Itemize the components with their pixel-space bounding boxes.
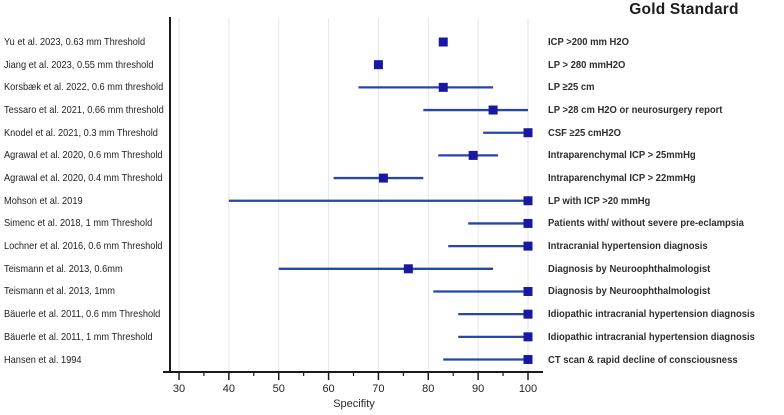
specificity-marker bbox=[468, 150, 478, 160]
study-label: Yu et al. 2023, 0.63 mm Threshold bbox=[4, 36, 146, 48]
tick-label: 70 bbox=[372, 383, 384, 395]
gold-standard-label: ICP >200 mm H2O bbox=[548, 36, 629, 48]
gold-standard-label: LP ≥25 cm bbox=[548, 81, 595, 94]
specificity-marker bbox=[523, 241, 533, 251]
gold-standard-label: Intraparenchymal ICP > 25mmHg bbox=[548, 149, 696, 162]
study-label: Korsbæk et al. 2022, 0.6 mm threshold bbox=[4, 81, 164, 94]
specificity-marker bbox=[523, 355, 533, 365]
study-label: Agrawal et al. 2020, 0.4 mm Threshold bbox=[4, 172, 163, 185]
gold-standard-label: CT scan & rapid decline of consciousness bbox=[548, 353, 738, 366]
gold-standard-label: LP >28 cm H2O or neurosurgery report bbox=[548, 104, 723, 117]
specificity-marker bbox=[523, 286, 533, 296]
study-label: Bäuerle et al. 2011, 1 mm Threshold bbox=[4, 330, 153, 343]
gold-standard-label: Intraparenchymal ICP > 22mmHg bbox=[548, 172, 696, 185]
study-label: Jiang et al. 2023, 0.55 mm threshold bbox=[4, 58, 154, 71]
specificity-marker bbox=[523, 309, 533, 319]
specificity-marker bbox=[438, 82, 448, 92]
specificity-marker bbox=[403, 264, 413, 274]
specificity-marker bbox=[523, 218, 533, 228]
gold-standard-column-header: Gold Standard bbox=[629, 1, 739, 18]
tick-label: 30 bbox=[173, 383, 185, 395]
study-label: Bäuerle et al. 2011, 0.6 mm Threshold bbox=[4, 308, 161, 321]
specificity-marker bbox=[438, 37, 448, 47]
study-label: Simenc et al. 2018, 1 mm Threshold bbox=[4, 217, 153, 230]
tick-label: 40 bbox=[223, 383, 235, 395]
study-label: Mohson et al. 2019 bbox=[4, 194, 83, 207]
study-label: Teismann et al. 2013, 0.6mm bbox=[4, 262, 123, 275]
specificity-marker bbox=[523, 128, 533, 138]
gold-standard-label: Idiopathic intracranial hypertension dia… bbox=[548, 308, 755, 321]
gold-standard-label: LP with ICP >20 mmHg bbox=[548, 194, 651, 207]
study-label: Hansen et al. 1994 bbox=[4, 353, 82, 366]
study-label: Tessaro et al. 2021, 0.66 mm threshold bbox=[4, 104, 164, 117]
specificity-marker bbox=[378, 173, 388, 183]
specificity-marker bbox=[523, 332, 533, 342]
tick-label: 80 bbox=[422, 383, 434, 395]
study-label: Knodel et al. 2021, 0.3 mm Threshold bbox=[4, 126, 158, 139]
gold-standard-label: Intracranial hypertension diagnosis bbox=[548, 240, 708, 253]
study-label: Teismann et al. 2013, 1mm bbox=[4, 285, 115, 298]
gold-standard-label: CSF ≥25 cmH2O bbox=[548, 126, 621, 139]
tick-label: 100 bbox=[519, 383, 537, 395]
gold-standard-label: Patients with/ without severe pre-eclamp… bbox=[548, 217, 744, 230]
x-axis-label: Specifity bbox=[333, 398, 375, 410]
specificity-marker bbox=[373, 60, 383, 70]
gold-standard-label: Diagnosis by Neuroophthalmologist bbox=[548, 285, 711, 298]
tick-label: 50 bbox=[273, 383, 285, 395]
specificity-marker bbox=[523, 196, 533, 206]
gold-standard-label: Diagnosis by Neuroophthalmologist bbox=[548, 262, 711, 275]
gold-standard-label: LP > 280 mmH2O bbox=[548, 58, 626, 71]
study-label: Agrawal et al. 2020, 0.6 mm Threshold bbox=[4, 149, 163, 162]
tick-label: 90 bbox=[472, 383, 484, 395]
tick-label: 60 bbox=[322, 383, 334, 395]
specificity-marker bbox=[488, 105, 498, 115]
study-label: Lochner et al. 2016, 0.6 mm Threshold bbox=[4, 240, 163, 253]
gold-standard-label: Idiopathic intracranial hypertension dia… bbox=[548, 330, 755, 343]
